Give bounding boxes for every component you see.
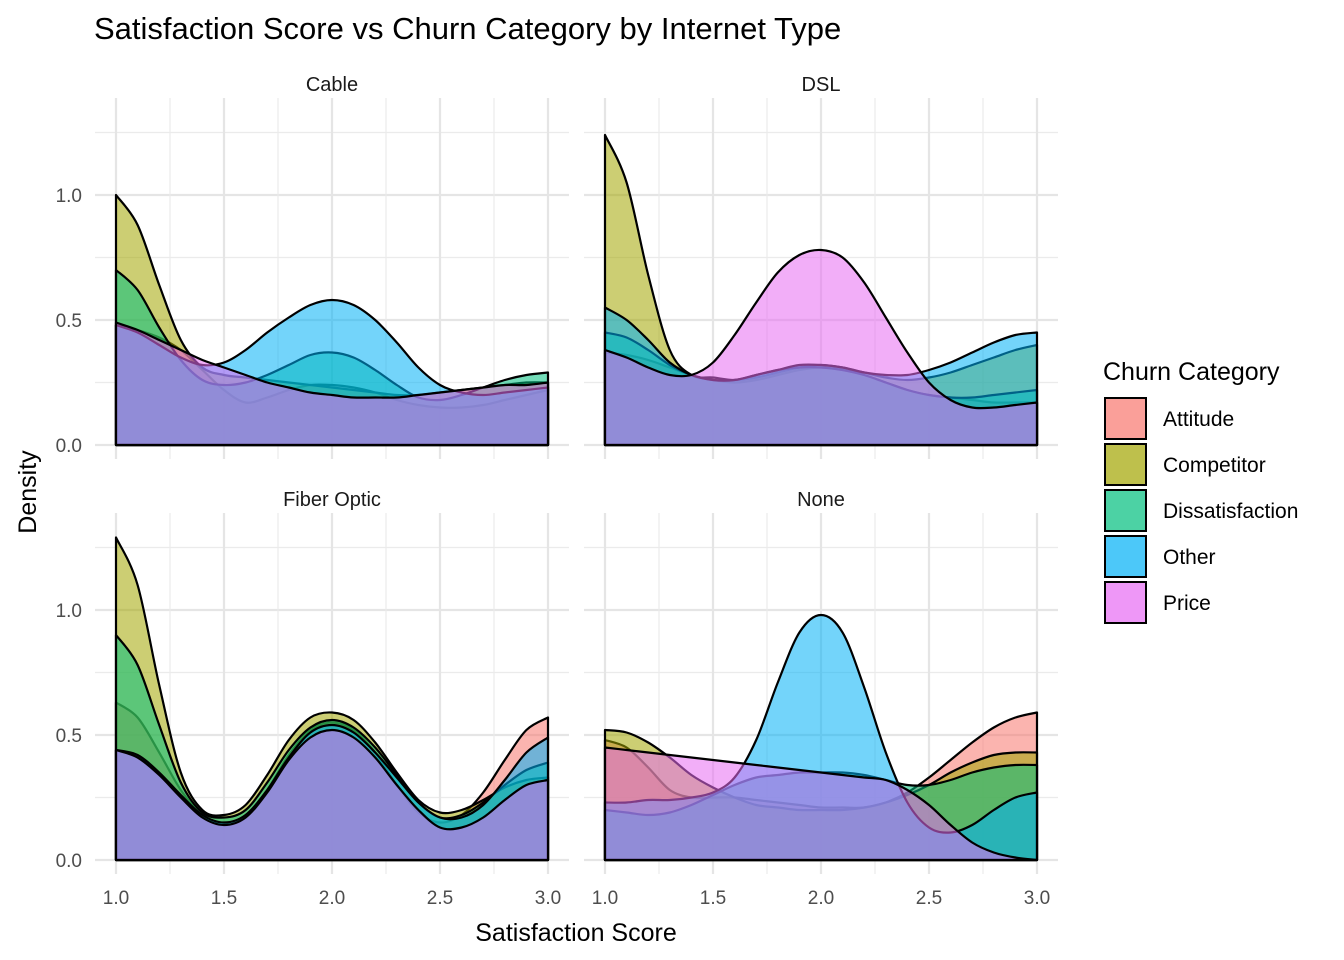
legend-item-dissatisfaction: Dissatisfaction [1104, 489, 1298, 532]
x-tick-label: 2.0 [319, 888, 345, 909]
x-tick-label: 3.0 [535, 888, 561, 909]
density-area-price [603, 746, 1039, 862]
y-axis-label: Density [14, 450, 42, 534]
legend-label-other: Other [1163, 546, 1216, 569]
y-tick-label: 1.0 [56, 186, 82, 207]
x-tick-label: 1.5 [211, 888, 237, 909]
density-areas [603, 613, 1039, 862]
legend-key-other [1104, 535, 1147, 578]
y-tick-label: 0.5 [56, 726, 82, 747]
legend-item-competitor: Competitor [1104, 443, 1266, 486]
x-tick-label: 1.0 [103, 888, 129, 909]
density-area-price [114, 728, 550, 862]
legend-item-price: Price [1104, 581, 1211, 624]
panel-fiber-optic: Fiber Optic 0.0 0.5 1.0 1.0 1.5 2.0 2.5 3.0 [56, 489, 569, 909]
density-area-price [114, 321, 550, 447]
x-tick-label: 2.5 [427, 888, 453, 909]
panel-none: None 1.0 1.5 2.0 2.5 3.0 [584, 489, 1058, 909]
x-tick-label: 3.0 [1024, 888, 1050, 909]
strip-label-none: None [797, 489, 845, 511]
density-areas [114, 193, 550, 447]
density-area-price [603, 248, 1039, 447]
legend-item-other: Other [1104, 535, 1216, 578]
y-tick-label: 0.5 [56, 311, 82, 332]
facet-panels: Cable 0.0 0.5 1.0 DSL Fiber Optic 0.0 0.5 1.0 1.0… [56, 74, 1058, 909]
strip-label-cable: Cable [306, 74, 358, 96]
panel-dsl: DSL [584, 74, 1058, 459]
y-tick-label: 0.0 [56, 851, 82, 872]
legend-key-dissatisfaction [1104, 489, 1147, 532]
y-tick-label: 0.0 [56, 436, 82, 457]
chart-title: Satisfaction Score vs Churn Category by … [94, 11, 841, 46]
strip-label-dsl: DSL [802, 74, 841, 96]
y-tick-label: 1.0 [56, 601, 82, 622]
panel-cable: Cable 0.0 0.5 1.0 [56, 74, 569, 459]
x-tick-label: 1.0 [592, 888, 618, 909]
legend-key-price [1104, 581, 1147, 624]
legend-label-competitor: Competitor [1163, 454, 1266, 477]
legend-label-dissatisfaction: Dissatisfaction [1163, 500, 1298, 523]
x-tick-label: 2.5 [916, 888, 942, 909]
x-tick-label: 1.5 [700, 888, 726, 909]
legend-key-attitude [1104, 397, 1147, 440]
x-axis-label: Satisfaction Score [475, 919, 677, 947]
density-areas [114, 536, 550, 862]
strip-label-fiber-optic: Fiber Optic [283, 489, 381, 511]
legend-key-competitor [1104, 443, 1147, 486]
x-tick-label: 2.0 [808, 888, 834, 909]
legend-title: Churn Category [1103, 358, 1280, 386]
legend-label-price: Price [1163, 592, 1211, 615]
density-areas [603, 133, 1039, 447]
legend-label-attitude: Attitude [1163, 408, 1234, 431]
legend: Churn Category Attitude Competitor Dissati… [1103, 358, 1298, 624]
legend-item-attitude: Attitude [1104, 397, 1234, 440]
